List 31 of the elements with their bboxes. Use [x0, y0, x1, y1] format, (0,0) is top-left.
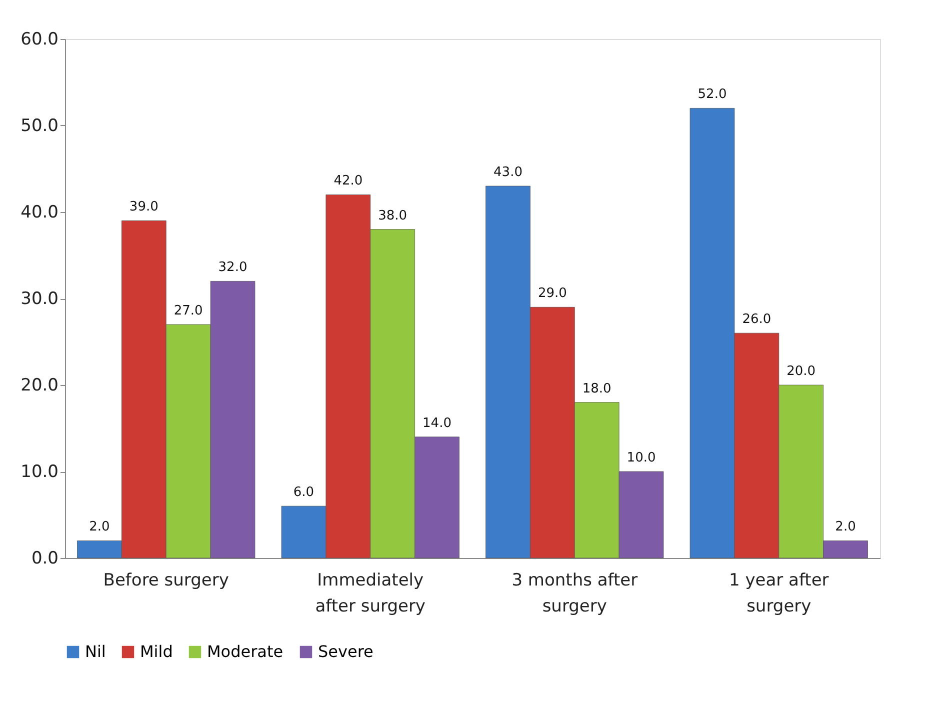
- data-label: 2.0: [835, 520, 856, 535]
- data-label: 14.0: [422, 416, 452, 431]
- legend-label: Moderate: [207, 642, 284, 661]
- data-label: 43.0: [494, 165, 522, 180]
- data-label: 42.0: [334, 174, 363, 189]
- data-label: 2.0: [89, 520, 110, 535]
- legend-label: Mild: [140, 642, 173, 661]
- y-tick-label: 0.0: [31, 548, 58, 568]
- y-tick-label: 30.0: [20, 289, 58, 309]
- data-label: 20.0: [786, 364, 816, 379]
- data-label: 18.0: [582, 381, 612, 396]
- x-tick-label: 1 year after surgery: [729, 570, 829, 616]
- y-tick-label: 40.0: [20, 202, 58, 222]
- y-tick-label: 60.0: [20, 30, 58, 50]
- legend-label: Severe: [318, 642, 374, 661]
- data-label: 27.0: [174, 303, 203, 318]
- data-label: 10.0: [626, 450, 656, 466]
- data-label: 38.0: [378, 208, 408, 224]
- y-tick-label: 10.0: [20, 462, 58, 482]
- data-label: 6.0: [293, 485, 314, 500]
- x-tick-label: Immediately after surgery: [315, 570, 426, 616]
- legend-label: Nil: [85, 642, 106, 661]
- data-label: 39.0: [129, 200, 158, 215]
- data-label: 32.0: [218, 260, 248, 276]
- y-tick-label: 50.0: [20, 116, 58, 136]
- data-label: 29.0: [538, 286, 567, 302]
- x-tick-label: 3 months after surgery: [512, 570, 638, 616]
- y-tick-label: 20.0: [20, 376, 58, 396]
- data-label: 52.0: [698, 87, 727, 102]
- data-label: 26.0: [742, 312, 772, 328]
- x-tick-label: Before surgery: [103, 570, 229, 590]
